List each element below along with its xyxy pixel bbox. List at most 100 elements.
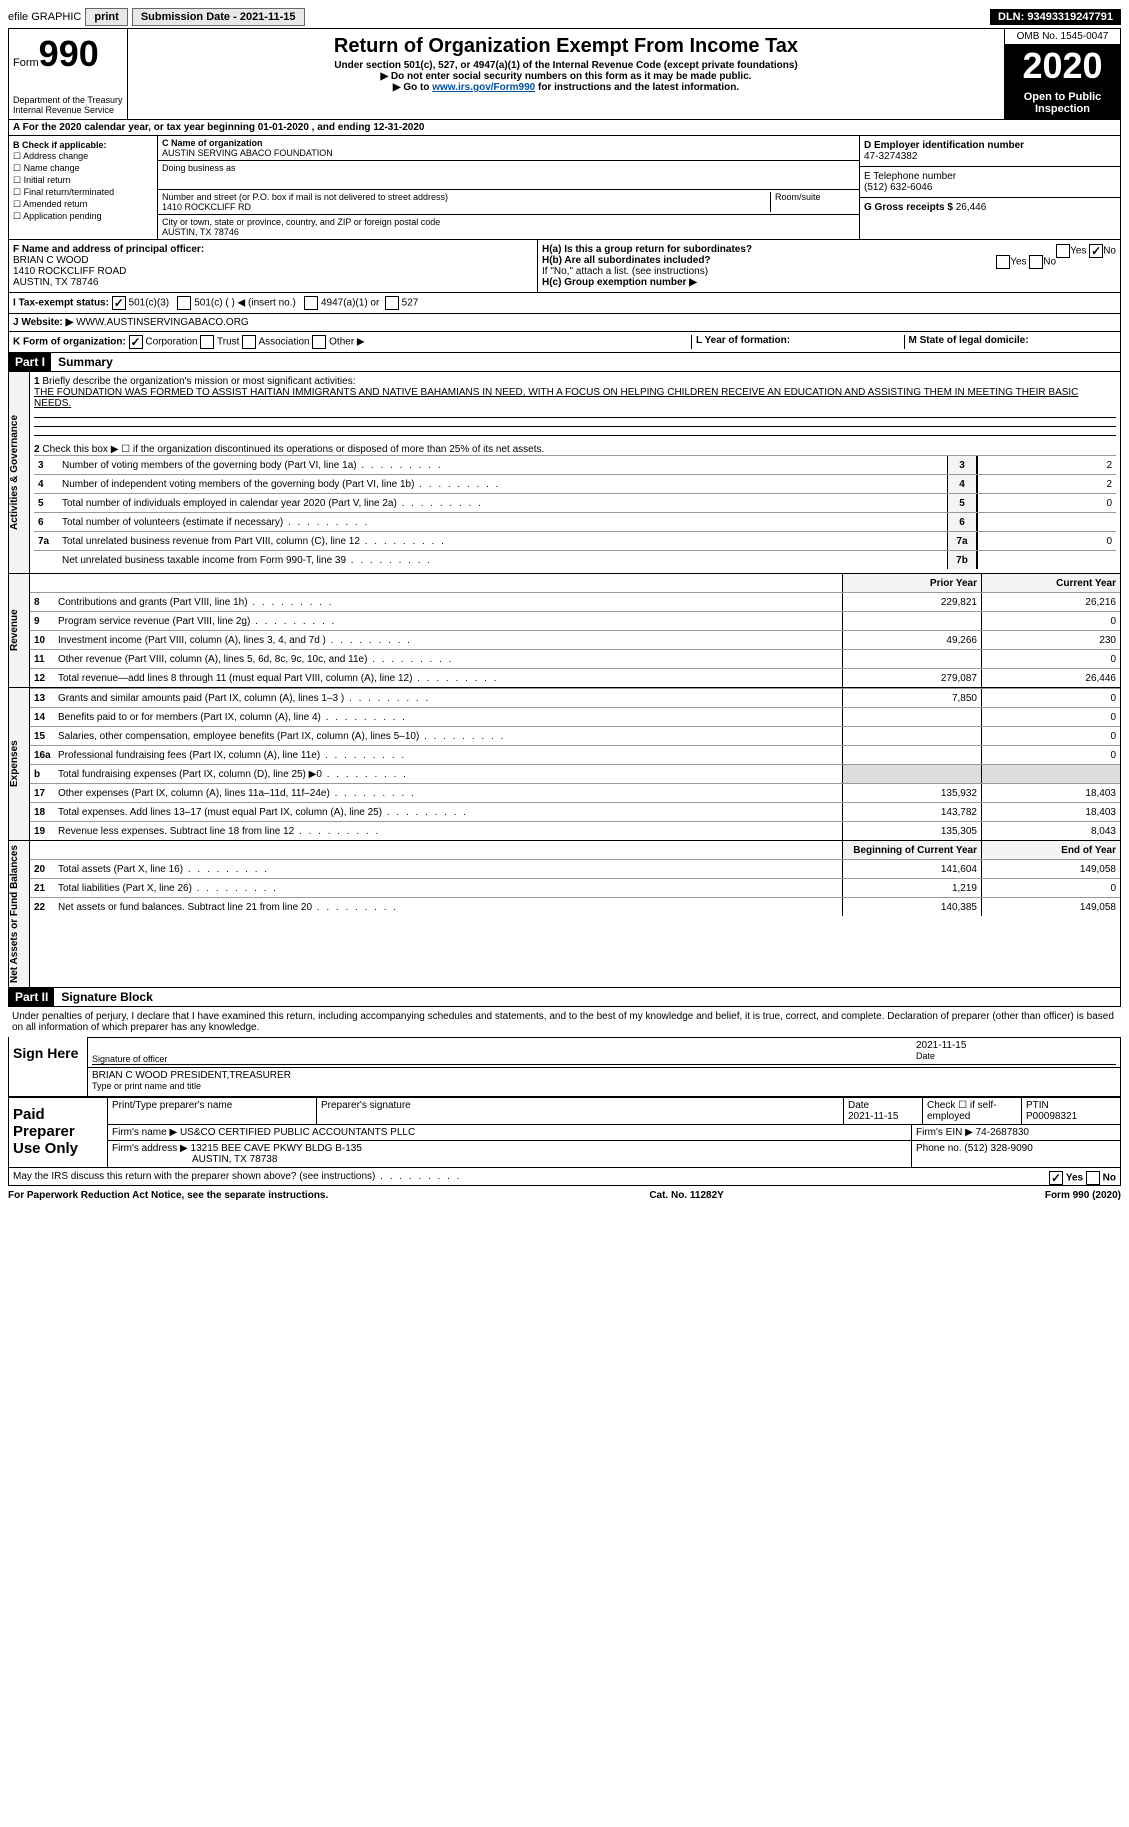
dept-label: Department of the Treasury: [13, 95, 123, 105]
prep-name-label: Print/Type preparer's name: [108, 1098, 317, 1124]
check-name-change[interactable]: ☐ Name change: [13, 163, 153, 174]
prior-year-header: Prior Year: [842, 574, 981, 592]
section-e-label: E Telephone number: [864, 171, 1116, 182]
officer-name-title: BRIAN C WOOD PRESIDENT,TREASURER: [92, 1070, 1116, 1081]
part2-header: Part II: [9, 988, 54, 1006]
check-final-return[interactable]: ☐ Final return/terminated: [13, 187, 153, 198]
chk-corp[interactable]: ✓: [129, 335, 143, 349]
line-13: 13Grants and similar amounts paid (Part …: [30, 688, 1120, 707]
chk-501c3[interactable]: ✓: [112, 296, 126, 310]
section-c-label: C Name of organization: [162, 138, 855, 148]
line-11: 11Other revenue (Part VIII, column (A), …: [30, 649, 1120, 668]
submission-date-button[interactable]: Submission Date - 2021-11-15: [132, 8, 305, 26]
m-label: M State of legal domicile:: [909, 335, 1029, 346]
part1-revenue: Revenue Prior Year Current Year 8Contrib…: [8, 574, 1121, 688]
gross-receipts: 26,446: [956, 202, 987, 213]
section-f-h: F Name and address of principal officer:…: [8, 240, 1121, 293]
line-4: 4Number of independent voting members of…: [34, 474, 1116, 493]
dln-label: DLN: 93493319247791: [990, 9, 1121, 25]
officer-name: BRIAN C WOOD: [13, 255, 533, 266]
check-address-change[interactable]: ☐ Address change: [13, 151, 153, 162]
sig-officer-label: Signature of officer: [92, 1054, 908, 1064]
part1-title: Summary: [58, 355, 113, 369]
firm-ein: 74-2687830: [976, 1127, 1029, 1138]
print-button[interactable]: print: [85, 8, 127, 26]
line-7a: 7aTotal unrelated business revenue from …: [34, 531, 1116, 550]
discuss-yes[interactable]: ✓: [1049, 1171, 1063, 1185]
irs-link[interactable]: www.irs.gov/Form990: [432, 82, 535, 93]
line-19: 19Revenue less expenses. Subtract line 1…: [30, 821, 1120, 840]
officer-addr2: AUSTIN, TX 78746: [13, 277, 533, 288]
hb-no[interactable]: [1029, 255, 1043, 269]
chk-assoc[interactable]: [242, 335, 256, 349]
footer: For Paperwork Reduction Act Notice, see …: [8, 1186, 1121, 1205]
line2-text: Check this box ▶ ☐ if the organization d…: [42, 444, 544, 455]
section-d-label: D Employer identification number: [864, 140, 1116, 151]
line-20: 20Total assets (Part X, line 16)141,6041…: [30, 859, 1120, 878]
city-state-zip: AUSTIN, TX 78746: [162, 227, 855, 237]
vtab-revenue: Revenue: [9, 574, 30, 687]
l-label: L Year of formation:: [696, 335, 790, 346]
part1-header: Part I: [9, 353, 51, 371]
omb-number: OMB No. 1545-0047: [1005, 29, 1120, 45]
line-18: 18Total expenses. Add lines 13–17 (must …: [30, 802, 1120, 821]
line-17: 17Other expenses (Part IX, column (A), l…: [30, 783, 1120, 802]
ha-yes[interactable]: [1056, 244, 1070, 258]
line-6: 6Total number of volunteers (estimate if…: [34, 512, 1116, 531]
form-number: Form990: [13, 33, 123, 75]
check-self-employed[interactable]: Check ☐ if self-employed: [923, 1098, 1022, 1124]
preparer-block: Paid Preparer Use Only Print/Type prepar…: [8, 1097, 1121, 1168]
check-application-pending[interactable]: ☐ Application pending: [13, 211, 153, 222]
line-14: 14Benefits paid to or for members (Part …: [30, 707, 1120, 726]
line-b: bTotal fundraising expenses (Part IX, co…: [30, 764, 1120, 783]
chk-501c[interactable]: [177, 296, 191, 310]
check-amended-return[interactable]: ☐ Amended return: [13, 199, 153, 210]
line-7b: Net unrelated business taxable income fr…: [34, 550, 1116, 569]
sign-here-label: Sign Here: [9, 1037, 88, 1096]
begin-year-header: Beginning of Current Year: [842, 841, 981, 859]
check-initial-return[interactable]: ☐ Initial return: [13, 175, 153, 186]
hb-row: H(b) Are all subordinates included? Yes …: [542, 255, 1116, 266]
tax-period: A For the 2020 calendar year, or tax yea…: [8, 120, 1121, 136]
vtab-governance: Activities & Governance: [9, 372, 30, 573]
discuss-no[interactable]: [1086, 1171, 1100, 1185]
cat-no: Cat. No. 11282Y: [649, 1190, 723, 1201]
chk-other[interactable]: [312, 335, 326, 349]
firm-addr: 13215 BEE CAVE PKWY BLDG B-135: [191, 1143, 362, 1154]
sig-date: 2021-11-15: [916, 1040, 1116, 1051]
line-15: 15Salaries, other compensation, employee…: [30, 726, 1120, 745]
line-21: 21Total liabilities (Part X, line 26)1,2…: [30, 878, 1120, 897]
officer-addr1: 1410 ROCKCLIFF ROAD: [13, 266, 533, 277]
paperwork-notice: For Paperwork Reduction Act Notice, see …: [8, 1190, 328, 1201]
ptin: P00098321: [1026, 1111, 1116, 1122]
line-10: 10Investment income (Part VIII, column (…: [30, 630, 1120, 649]
hc-row: H(c) Group exemption number ▶: [542, 277, 1116, 288]
line-22: 22Net assets or fund balances. Subtract …: [30, 897, 1120, 916]
top-bar: efile GRAPHIC print Submission Date - 20…: [8, 8, 1121, 26]
warning-1: ▶ Do not enter social security numbers o…: [132, 71, 1000, 82]
end-year-header: End of Year: [981, 841, 1120, 859]
chk-trust[interactable]: [200, 335, 214, 349]
part1-expenses: Expenses 13Grants and similar amounts pa…: [8, 688, 1121, 841]
current-year-header: Current Year: [981, 574, 1120, 592]
vtab-expenses: Expenses: [9, 688, 30, 840]
line-3: 3Number of voting members of the governi…: [34, 455, 1116, 474]
line-9: 9Program service revenue (Part VIII, lin…: [30, 611, 1120, 630]
tax-year: 2020: [1005, 45, 1120, 87]
chk-4947[interactable]: [304, 296, 318, 310]
efile-label: efile GRAPHIC: [8, 11, 81, 23]
chk-527[interactable]: [385, 296, 399, 310]
ha-no[interactable]: ✓: [1089, 244, 1103, 258]
paid-preparer-label: Paid Preparer Use Only: [9, 1098, 107, 1167]
warning-2: ▶ Go to www.irs.gov/Form990 for instruct…: [132, 82, 1000, 93]
firm-name: US&CO CERTIFIED PUBLIC ACCOUNTANTS PLLC: [180, 1127, 415, 1138]
signature-block: Sign Here Signature of officer 2021-11-1…: [8, 1037, 1121, 1097]
gross-receipts-label: G Gross receipts $: [864, 202, 953, 213]
part1-governance: Activities & Governance 1 Briefly descri…: [8, 372, 1121, 574]
irs-label: Internal Revenue Service: [13, 105, 123, 115]
hb-yes[interactable]: [996, 255, 1010, 269]
prep-sig-label: Preparer's signature: [317, 1098, 844, 1124]
addr-label: Number and street (or P.O. box if mail i…: [162, 192, 770, 202]
korg-row: K Form of organization: ✓ Corporation Tr…: [8, 332, 1121, 353]
ein: 47-3274382: [864, 151, 1116, 162]
